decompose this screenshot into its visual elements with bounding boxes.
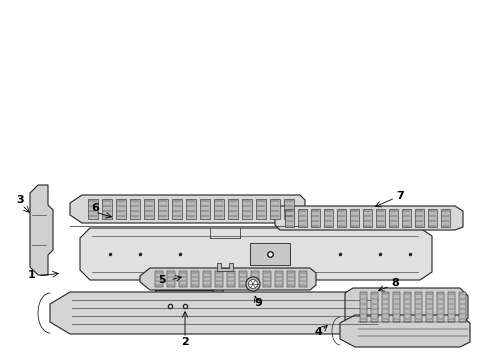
Polygon shape — [228, 199, 238, 219]
Polygon shape — [275, 271, 283, 287]
Polygon shape — [299, 271, 307, 287]
Polygon shape — [203, 271, 211, 287]
Text: 5: 5 — [158, 275, 166, 285]
Text: 2: 2 — [181, 337, 189, 347]
Polygon shape — [70, 195, 305, 223]
Polygon shape — [382, 292, 389, 322]
Polygon shape — [270, 199, 280, 219]
Polygon shape — [437, 292, 444, 322]
Text: 9: 9 — [254, 298, 262, 308]
Polygon shape — [80, 228, 432, 280]
Polygon shape — [402, 209, 411, 227]
Polygon shape — [371, 292, 378, 322]
Polygon shape — [130, 199, 140, 219]
Polygon shape — [155, 290, 213, 322]
Polygon shape — [30, 185, 53, 275]
Polygon shape — [459, 292, 466, 322]
Polygon shape — [324, 209, 333, 227]
Polygon shape — [263, 271, 271, 287]
Text: 8: 8 — [391, 278, 399, 288]
Text: 1: 1 — [28, 270, 36, 280]
Polygon shape — [298, 209, 307, 227]
Polygon shape — [172, 199, 182, 219]
Circle shape — [246, 277, 260, 291]
Polygon shape — [393, 292, 400, 322]
Polygon shape — [441, 209, 450, 227]
Polygon shape — [215, 271, 223, 287]
Polygon shape — [363, 209, 372, 227]
Polygon shape — [285, 209, 294, 227]
Polygon shape — [227, 271, 235, 287]
Polygon shape — [155, 271, 163, 287]
Polygon shape — [415, 209, 424, 227]
Polygon shape — [360, 292, 367, 322]
Polygon shape — [345, 288, 468, 326]
Polygon shape — [428, 209, 437, 227]
Polygon shape — [337, 209, 346, 227]
Polygon shape — [242, 199, 252, 219]
Polygon shape — [376, 209, 385, 227]
Polygon shape — [217, 263, 233, 271]
Polygon shape — [426, 292, 433, 322]
Polygon shape — [50, 292, 380, 334]
Polygon shape — [311, 209, 320, 227]
Polygon shape — [404, 292, 411, 322]
Polygon shape — [340, 315, 470, 347]
Polygon shape — [179, 271, 187, 287]
Polygon shape — [186, 199, 196, 219]
Polygon shape — [191, 271, 199, 287]
Polygon shape — [284, 199, 294, 219]
Polygon shape — [88, 199, 98, 219]
Polygon shape — [155, 282, 223, 290]
Polygon shape — [256, 199, 266, 219]
Polygon shape — [214, 199, 224, 219]
Polygon shape — [116, 199, 126, 219]
Polygon shape — [448, 292, 455, 322]
Text: 4: 4 — [314, 327, 322, 337]
Polygon shape — [144, 199, 154, 219]
Polygon shape — [167, 271, 175, 287]
Polygon shape — [200, 199, 210, 219]
Polygon shape — [197, 282, 223, 322]
Polygon shape — [389, 209, 398, 227]
Circle shape — [248, 279, 258, 288]
Text: 7: 7 — [396, 191, 404, 201]
Polygon shape — [350, 209, 359, 227]
Polygon shape — [140, 268, 316, 290]
Text: 6: 6 — [91, 203, 99, 213]
Polygon shape — [102, 199, 112, 219]
Polygon shape — [415, 292, 422, 322]
Text: 3: 3 — [16, 195, 24, 205]
Polygon shape — [251, 271, 259, 287]
Polygon shape — [275, 206, 463, 230]
Polygon shape — [287, 271, 295, 287]
Polygon shape — [158, 199, 168, 219]
Polygon shape — [239, 271, 247, 287]
Polygon shape — [250, 243, 290, 265]
